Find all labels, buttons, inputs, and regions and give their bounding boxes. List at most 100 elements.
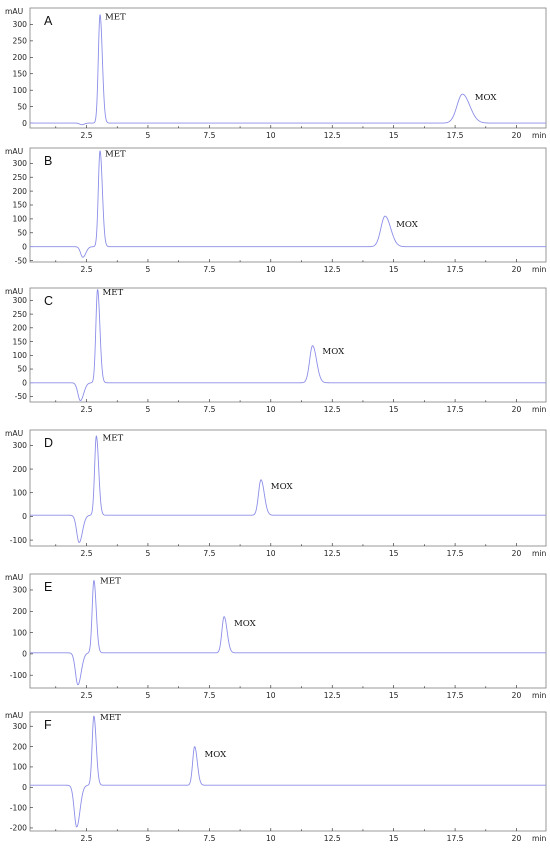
x-tick-label: 7.5 bbox=[203, 405, 215, 414]
x-tick-label: 2.5 bbox=[80, 834, 92, 843]
y-tick-label: -100 bbox=[10, 671, 27, 680]
x-tick-label: 2.5 bbox=[80, 691, 92, 700]
y-tick-label: 200 bbox=[13, 465, 28, 474]
plot-frame bbox=[29, 147, 547, 263]
y-tick-label: 0 bbox=[22, 119, 27, 128]
y-tick-label: 100 bbox=[13, 351, 28, 360]
y-tick-label: 100 bbox=[13, 628, 28, 637]
x-tick-label: 15 bbox=[389, 691, 399, 700]
x-tick-label: 15 bbox=[389, 265, 399, 274]
chromatogram-trace bbox=[29, 14, 547, 126]
x-tick-label: 5 bbox=[146, 834, 151, 843]
x-tick-label: 17.5 bbox=[447, 549, 464, 558]
x-tick-label: 15 bbox=[389, 131, 399, 140]
chromatogram-trace bbox=[29, 150, 547, 258]
x-tick-label: 20 bbox=[512, 265, 522, 274]
x-tick-label: 2.5 bbox=[80, 549, 92, 558]
y-tick-label: 0 bbox=[22, 378, 27, 387]
peak-label-met: MET bbox=[102, 288, 123, 298]
y-tick-label: 0 bbox=[22, 242, 27, 251]
y-unit-label: mAU bbox=[5, 573, 23, 582]
panel-label: C bbox=[44, 294, 53, 308]
y-tick-label: 300 bbox=[13, 722, 28, 731]
plot-frame bbox=[29, 7, 547, 129]
plot-frame bbox=[29, 287, 547, 403]
peak-label-met: MET bbox=[105, 13, 126, 23]
x-unit-label: min bbox=[532, 549, 547, 558]
x-tick-label: 7.5 bbox=[203, 691, 215, 700]
y-tick-label: 300 bbox=[13, 441, 28, 450]
x-unit-label: min bbox=[532, 834, 547, 843]
x-unit-label: min bbox=[532, 131, 547, 140]
x-tick-label: 17.5 bbox=[447, 405, 464, 414]
x-unit-label: min bbox=[532, 691, 547, 700]
y-tick-label: 50 bbox=[17, 102, 27, 111]
chromatogram-trace bbox=[29, 289, 547, 402]
panel-label: A bbox=[44, 14, 53, 28]
y-tick-label: 200 bbox=[13, 324, 28, 333]
y-tick-label: 200 bbox=[13, 742, 28, 751]
peak-label-mox: MOX bbox=[396, 220, 419, 230]
x-tick-label: 17.5 bbox=[447, 131, 464, 140]
y-unit-label: mAU bbox=[5, 429, 23, 438]
panel-label: B bbox=[44, 154, 52, 168]
x-tick-label: 17.5 bbox=[447, 834, 464, 843]
y-unit-label: mAU bbox=[5, 147, 23, 156]
y-tick-label: 100 bbox=[13, 86, 28, 95]
x-tick-label: 7.5 bbox=[203, 265, 215, 274]
x-tick-label: 20 bbox=[512, 691, 522, 700]
x-tick-label: 10 bbox=[266, 549, 276, 558]
y-tick-label: -100 bbox=[10, 536, 27, 545]
plot-frame bbox=[29, 711, 547, 832]
y-tick-label: 300 bbox=[13, 20, 28, 29]
y-tick-label: -200 bbox=[10, 824, 27, 833]
x-unit-label: min bbox=[532, 265, 547, 274]
x-tick-label: 5 bbox=[146, 691, 151, 700]
y-tick-label: 50 bbox=[17, 365, 27, 374]
x-tick-label: 5 bbox=[146, 265, 151, 274]
plot-frame bbox=[29, 429, 547, 547]
y-tick-label: 200 bbox=[13, 187, 28, 196]
y-tick-label: 150 bbox=[13, 69, 28, 78]
x-tick-label: 17.5 bbox=[447, 691, 464, 700]
x-tick-label: 20 bbox=[512, 131, 522, 140]
x-tick-label: 12.5 bbox=[324, 405, 341, 414]
y-tick-label: 0 bbox=[22, 783, 27, 792]
x-tick-label: 15 bbox=[389, 834, 399, 843]
chromatogram-trace bbox=[29, 580, 547, 686]
y-tick-label: 150 bbox=[13, 201, 28, 210]
peak-label-mox: MOX bbox=[271, 482, 294, 492]
x-tick-label: 12.5 bbox=[324, 549, 341, 558]
y-tick-label: 150 bbox=[13, 337, 28, 346]
x-tick-label: 5 bbox=[146, 405, 151, 414]
x-tick-label: 2.5 bbox=[80, 265, 92, 274]
x-tick-label: 20 bbox=[512, 405, 522, 414]
peak-label-mox: MOX bbox=[322, 347, 345, 357]
peak-label-met: MET bbox=[105, 149, 126, 159]
x-tick-label: 12.5 bbox=[324, 691, 341, 700]
panel-d: -100 0 100 200 300 2.5 5 7.5 10 12.5 15 17.5 20 mAU mi… bbox=[5, 429, 547, 558]
y-tick-label: 50 bbox=[17, 229, 27, 238]
peak-label-met: MET bbox=[100, 577, 121, 587]
x-tick-label: 15 bbox=[389, 405, 399, 414]
peak-label-met: MET bbox=[100, 713, 121, 723]
x-unit-label: min bbox=[532, 405, 547, 414]
y-tick-label: 100 bbox=[13, 215, 28, 224]
y-tick-label: -100 bbox=[10, 803, 27, 812]
y-tick-label: -50 bbox=[15, 392, 28, 401]
y-tick-label: 200 bbox=[13, 53, 28, 62]
x-tick-label: 20 bbox=[512, 549, 522, 558]
y-tick-label: 300 bbox=[13, 586, 28, 595]
panel-label: E bbox=[44, 580, 52, 594]
peak-label-mox: MOX bbox=[204, 750, 227, 760]
peak-label-met: MET bbox=[102, 434, 123, 444]
panel-label: F bbox=[44, 718, 52, 732]
panel-e: -100 0 100 200 300 2.5 5 7.5 10 12.5 15 17.5 20 mAU mi… bbox=[5, 573, 547, 700]
x-tick-label: 10 bbox=[266, 405, 276, 414]
panel-c: -50 0 50 100 150 200 250 300 2.5 5 7.5 10 12.5 15 17.5… bbox=[5, 287, 547, 414]
x-tick-label: 5 bbox=[146, 549, 151, 558]
x-tick-label: 12.5 bbox=[324, 265, 341, 274]
y-tick-label: 250 bbox=[13, 310, 28, 319]
panel-label: D bbox=[44, 436, 53, 450]
